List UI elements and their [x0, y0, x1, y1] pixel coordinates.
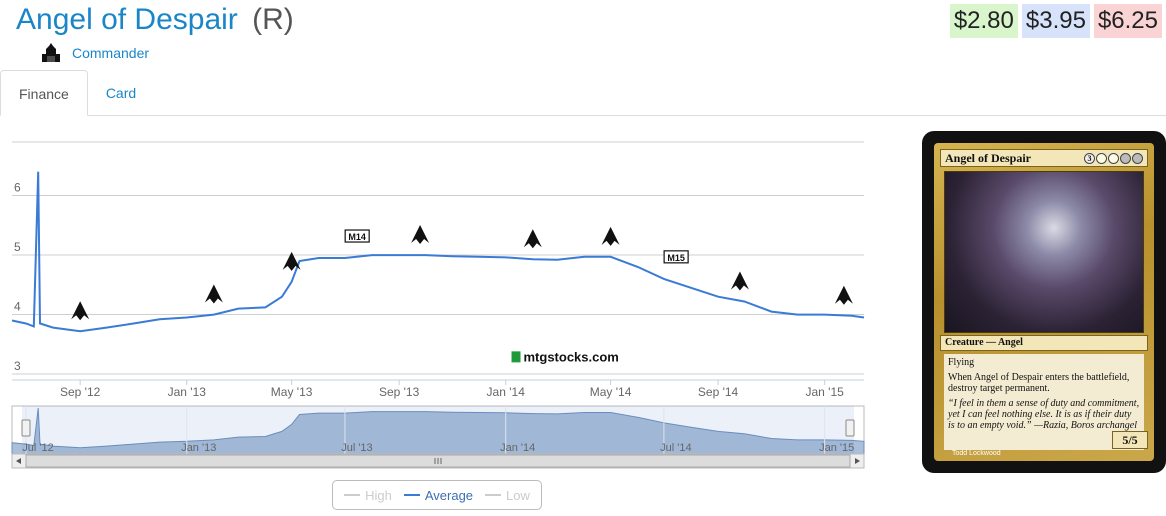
mana-symbol-generic: 3 [1084, 152, 1095, 164]
series-line-average [11, 171, 865, 333]
set-symbol-frf-icon [834, 285, 853, 305]
card-art [944, 171, 1144, 333]
navigator-tick-label: Jul '14 [660, 442, 691, 454]
navigator-area [11, 407, 865, 455]
navigator-selection [22, 406, 854, 454]
set-symbol-bng-icon [523, 229, 542, 249]
card-image-namebar: Angel of Despair 3 [940, 149, 1148, 167]
legend-line-average [403, 494, 420, 496]
set-symbol-gtc-icon [204, 284, 223, 304]
set-symbol-m15-icon [663, 250, 689, 264]
navigator-tick-label: Jul '12 [22, 442, 53, 454]
event-marker-label: M15 [667, 253, 685, 263]
navigator-tick-label: Jul '13 [341, 442, 372, 454]
legend-item-low[interactable]: Low [485, 488, 530, 503]
card-title: Angel of Despair (R) [16, 0, 896, 40]
x-tick-label: Sep '14 [698, 385, 739, 399]
x-tick-label: May '14 [590, 385, 632, 399]
y-tick-label: 6 [14, 181, 21, 195]
legend-line-high [344, 494, 361, 496]
card-image-name: Angel of Despair [945, 150, 1031, 165]
set-line: Commander [40, 42, 149, 64]
rules-text-keyword: Flying [948, 357, 975, 368]
card-rarity: (R) [252, 3, 294, 36]
navigator-handle-left [21, 419, 31, 437]
price-summary: $2.80 $3.95 $6.25 [949, 4, 1162, 38]
event-marker-label: M14 [348, 232, 366, 242]
price-chart-svg: 3 4 5 6 Sep '12 Jan '13 May '13 Sep '13 Jan '14 M… [11, 141, 865, 469]
card-artist: Todd Lockwood [952, 450, 1001, 457]
high-price: $6.25 [1093, 4, 1162, 38]
flavor-text: “I feel in them a sense of duty and comm… [948, 398, 1140, 431]
set-symbol-jou-icon [601, 226, 620, 246]
legend-item-high[interactable]: High [344, 488, 392, 503]
watermark-text: mtgstocks.com [524, 349, 619, 364]
navigator-tick-label: Jan '15 [819, 442, 854, 454]
tab-finance[interactable]: Finance [0, 70, 88, 116]
card-name: Angel of Despair [16, 3, 238, 36]
mana-symbol-black [1120, 152, 1131, 164]
navigator-tick-label: Jan '13 [181, 442, 216, 454]
x-tick-label: Sep '13 [379, 385, 420, 399]
card-type-line: Creature — Angel [940, 335, 1148, 351]
scroll-right-arrow-icon [855, 458, 860, 464]
scroll-left-arrow-icon [16, 458, 21, 464]
y-tick-label: 4 [14, 300, 21, 314]
tab-bar: Finance Card [0, 70, 1166, 116]
mana-symbol-white [1096, 152, 1107, 164]
price-chart: 3 4 5 6 Sep '12 Jan '13 May '13 Sep '13 Jan '14 M… [0, 118, 880, 516]
x-tick-label: May '13 [271, 385, 313, 399]
x-tick-label: Jan '15 [806, 385, 845, 399]
chart-legend: High Average Low [332, 480, 542, 510]
legend-item-average[interactable]: Average [403, 487, 474, 503]
mtgstocks-logo-icon [511, 351, 521, 363]
set-link-commander[interactable]: Commander [72, 45, 150, 61]
card-header: Angel of Despair (R) Commander [16, 0, 896, 68]
y-tick-label: 5 [14, 240, 21, 254]
set-symbol-rtr-icon [71, 301, 90, 321]
legend-label-average: Average [424, 487, 474, 503]
card-image: Angel of Despair 3 Creature — Angel Flyi… [922, 131, 1166, 473]
card-text-box: Flying When Angel of Despair enters the … [944, 354, 1144, 450]
mana-symbol-black [1132, 152, 1143, 164]
legend-label-low: Low [506, 487, 530, 503]
y-tick-label: 3 [14, 359, 21, 373]
rules-text-ability: When Angel of Despair enters the battlef… [948, 372, 1130, 394]
commander-set-icon [42, 43, 60, 62]
low-price: $2.80 [949, 4, 1018, 38]
set-symbol-ths-icon [411, 225, 430, 245]
set-symbol-dgm-icon [282, 251, 301, 271]
x-tick-label: Jan '14 [487, 385, 526, 399]
mana-symbol-white [1108, 152, 1119, 164]
average-price: $3.95 [1021, 4, 1090, 38]
navigator-tick-label: Jan '14 [500, 442, 535, 454]
navigator-handle-right [845, 419, 855, 437]
mana-cost: 3 [1084, 152, 1143, 164]
x-tick-label: Sep '12 [60, 385, 101, 399]
power-toughness: 5/5 [1112, 431, 1148, 449]
x-tick-label: Jan '13 [168, 385, 207, 399]
set-symbol-m14-icon [344, 229, 370, 243]
set-symbol-ktk-icon [730, 271, 749, 291]
legend-label-high: High [365, 487, 392, 503]
tab-card[interactable]: Card [105, 85, 137, 101]
card-frame: Angel of Despair 3 Creature — Angel Flyi… [934, 143, 1154, 461]
legend-line-low [485, 494, 502, 496]
